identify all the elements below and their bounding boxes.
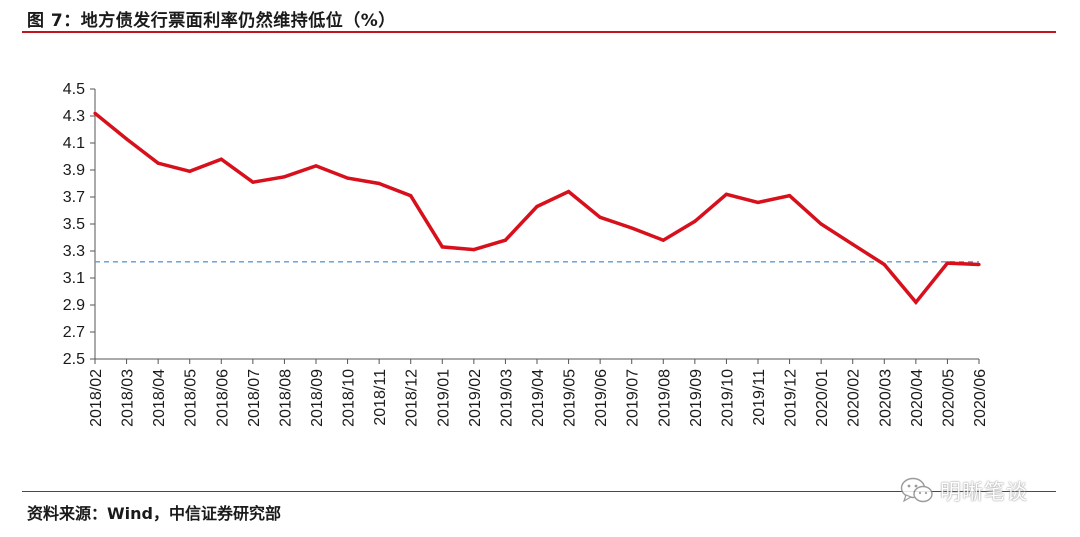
data-point: [503, 238, 508, 242]
y-tick-label: 3.1: [63, 270, 85, 287]
x-tick-label: 2019/09: [688, 369, 705, 427]
data-point: [219, 157, 223, 161]
y-tick-label: 3.7: [63, 189, 85, 206]
x-tick-label: 2019/11: [751, 369, 768, 426]
data-point: [93, 111, 97, 115]
x-tick-label: 2019/02: [467, 369, 484, 427]
x-tick-label: 2018/10: [341, 369, 358, 427]
x-tick-label: 2018/02: [88, 369, 105, 427]
data-point: [977, 262, 981, 267]
x-tick-label: 2020/05: [940, 369, 957, 427]
data-point: [724, 192, 729, 196]
x-tick-label: 2019/08: [656, 369, 673, 427]
source-divider: [22, 491, 1056, 492]
data-point: [409, 194, 413, 198]
data-point: [282, 175, 287, 179]
y-tick-label: 4.5: [63, 81, 85, 98]
data-point: [787, 194, 792, 198]
data-point: [440, 245, 444, 249]
data-point: [598, 215, 602, 219]
data-point: [188, 169, 192, 173]
data-point: [914, 300, 918, 304]
y-tick-label: 2.9: [63, 297, 85, 314]
y-tick-label: 3.5: [63, 216, 85, 233]
data-point: [566, 190, 571, 194]
data-point: [251, 180, 255, 184]
data-point: [156, 161, 160, 165]
x-tick-label: 2019/10: [719, 369, 736, 427]
data-point: [851, 242, 855, 246]
x-tick-label: 2018/12: [404, 369, 421, 427]
x-tick-label: 2018/08: [277, 369, 294, 427]
y-tick-label: 4.1: [63, 135, 85, 152]
x-tick-label: 2018/11: [372, 369, 389, 426]
x-tick-label: 2019/04: [530, 369, 547, 427]
x-tick-label: 2019/06: [593, 369, 610, 427]
figure-title: 图 7：地方债发行票面利率仍然维持低位（%）: [27, 11, 396, 31]
data-point: [535, 204, 539, 209]
y-tick-label: 2.5: [63, 351, 85, 368]
x-tick-label: 2020/04: [909, 369, 926, 427]
x-tick-label: 2020/02: [846, 369, 863, 427]
data-point: [345, 176, 350, 180]
x-tick-label: 2019/01: [435, 369, 452, 427]
x-tick-label: 2018/09: [309, 369, 326, 427]
y-tick-label: 2.7: [63, 324, 85, 341]
x-tick-label: 2018/06: [214, 369, 231, 427]
data-point: [661, 238, 665, 242]
title-divider: [22, 31, 1056, 33]
x-tick-label: 2019/12: [783, 369, 800, 427]
x-tick-label: 2020/03: [877, 369, 894, 427]
data-point: [377, 181, 381, 186]
data-point: [882, 262, 886, 267]
data-point: [314, 164, 318, 168]
data-point: [756, 200, 760, 204]
x-tick-label: 2020/01: [814, 369, 831, 427]
x-tick-label: 2018/04: [151, 369, 168, 427]
data-point: [945, 261, 950, 265]
x-tick-label: 2020/06: [972, 369, 989, 427]
data-point: [630, 226, 634, 230]
data-point: [124, 137, 129, 141]
watermark: 明晰笔谈: [900, 474, 1028, 508]
x-tick-label: 2019/03: [498, 369, 515, 427]
wechat-icon: [900, 477, 933, 503]
data-point: [472, 248, 476, 252]
source-note: 资料来源：Wind，中信证券研究部: [27, 504, 281, 523]
x-tick-label: 2018/03: [120, 369, 137, 427]
x-tick-label: 2019/05: [562, 369, 579, 427]
y-tick-label: 3.9: [63, 162, 85, 179]
data-point: [819, 222, 823, 226]
y-tick-label: 4.3: [63, 108, 85, 125]
x-tick-label: 2019/07: [625, 369, 642, 427]
x-tick-label: 2018/07: [246, 369, 263, 427]
watermark-text: 明晰笔谈: [940, 480, 1028, 504]
data-point: [693, 219, 697, 223]
y-tick-label: 3.3: [63, 243, 85, 260]
x-tick-label: 2018/05: [183, 369, 200, 427]
